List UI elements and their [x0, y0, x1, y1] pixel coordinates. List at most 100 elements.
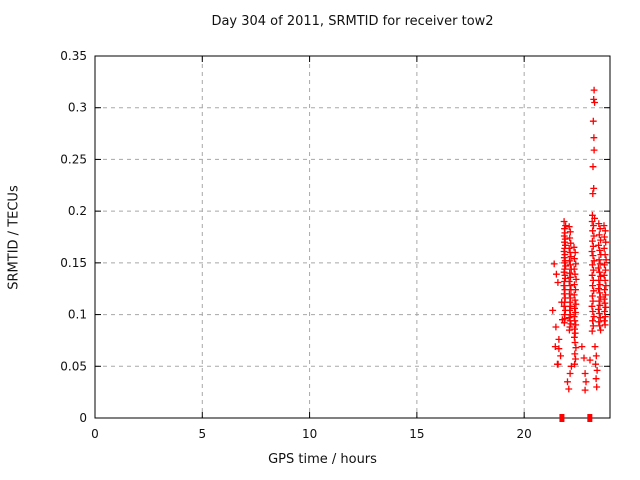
data-point-marker	[572, 300, 580, 308]
x-tick-label: 15	[409, 427, 424, 441]
data-point-marker	[571, 305, 578, 312]
data-point-marker	[565, 223, 573, 231]
data-point-marker	[561, 235, 569, 243]
data-point-marker	[589, 117, 597, 125]
x-tick-label: 10	[302, 427, 317, 441]
data-point-marker	[571, 296, 579, 304]
data-point-marker	[559, 316, 566, 324]
data-point-marker	[595, 318, 603, 326]
data-point-marker	[590, 185, 598, 192]
data-point-marker	[595, 241, 602, 249]
data-point-marker	[560, 248, 568, 255]
data-point-marker	[596, 293, 604, 301]
data-point-marker	[578, 343, 586, 350]
data-point-marker	[555, 345, 563, 353]
data-point-marker	[561, 238, 568, 246]
data-point-marker	[601, 277, 609, 284]
y-tick-label: 0.1	[68, 308, 87, 322]
data-point-marker	[566, 261, 574, 269]
data-point-marker	[600, 245, 608, 252]
data-point-marker	[565, 385, 573, 393]
data-point-marker	[560, 282, 568, 289]
data-point-marker	[589, 308, 597, 315]
data-point-marker	[572, 321, 580, 329]
data-point-marker	[571, 270, 579, 278]
data-point-marker	[588, 302, 596, 310]
data-point-marker	[591, 343, 599, 350]
x-tick-label: 5	[198, 427, 206, 441]
plot-border	[94, 55, 611, 419]
y-tick-label: 0	[79, 411, 87, 425]
data-point-marker	[560, 218, 568, 225]
data-point-marker	[589, 261, 596, 269]
data-point-marker	[571, 350, 579, 358]
y-tick-label: 0.2	[68, 204, 87, 218]
data-point-marker	[597, 272, 604, 280]
x-tick-label: 20	[517, 427, 532, 441]
data-point-marker	[571, 329, 579, 337]
data-point-marker	[588, 218, 596, 225]
data-point-marker	[589, 190, 597, 197]
data-point-marker	[572, 344, 580, 352]
data-point-marker	[571, 339, 579, 346]
data-point-marker	[602, 303, 610, 311]
data-point-marker	[566, 269, 574, 277]
data-point-marker	[592, 352, 600, 360]
data-point-marker	[554, 279, 562, 286]
data-point-marker	[590, 313, 598, 320]
data-point-marker	[590, 86, 598, 94]
data-point-marker	[562, 241, 569, 249]
data-point-marker	[593, 367, 601, 374]
data-point-marker	[602, 238, 610, 246]
data-point-marker	[565, 245, 573, 252]
data-point-marker	[596, 281, 604, 288]
data-point-marker	[601, 317, 608, 325]
data-point-marker	[589, 237, 596, 245]
data-point-marker	[561, 259, 568, 267]
y-tick-label: 0.3	[68, 101, 87, 115]
data-point-marker	[552, 323, 560, 331]
data-point-marker	[571, 255, 578, 263]
data-point-marker	[560, 232, 568, 240]
data-point-marker	[596, 225, 604, 233]
data-point-marker	[567, 302, 575, 310]
data-point-marker	[595, 277, 603, 284]
data-point-marker	[596, 247, 604, 254]
data-point-marker	[566, 290, 573, 298]
data-point-marker	[595, 285, 602, 293]
data-point-marker	[560, 268, 568, 276]
data-point-marker	[562, 275, 569, 282]
data-point-marker	[602, 256, 610, 264]
data-point-marker	[567, 239, 575, 247]
data-point-marker	[589, 252, 597, 259]
data-point-marker	[571, 317, 579, 325]
data-point-marker	[591, 99, 598, 106]
data-point-marker	[589, 227, 596, 235]
data-point-marker	[601, 261, 608, 269]
data-point-marker	[570, 265, 578, 273]
data-point-marker	[596, 322, 604, 330]
data-point-marker	[570, 291, 578, 299]
data-point-marker	[595, 264, 602, 272]
data-point-marker	[601, 286, 608, 294]
data-point-marker	[593, 383, 601, 391]
data-point-marker	[566, 370, 574, 377]
data-point-marker	[601, 251, 609, 258]
data-point-marker	[590, 146, 598, 154]
data-point-marker	[596, 268, 603, 276]
x-axis-label: GPS time / hours	[268, 452, 377, 467]
data-point-marker	[590, 232, 598, 240]
data-point-marker	[601, 299, 609, 307]
data-point-marker	[572, 355, 579, 363]
data-point-marker	[595, 306, 602, 313]
y-tick-label: 0.35	[60, 49, 87, 63]
data-point-marker	[570, 243, 578, 251]
data-point-marker	[586, 356, 594, 364]
data-point-marker	[595, 256, 603, 264]
data-point-marker	[581, 370, 589, 377]
data-point-marker	[601, 313, 609, 320]
data-point-marker	[601, 321, 609, 329]
data-point-marker	[567, 273, 574, 281]
data-point-marker	[566, 298, 574, 306]
